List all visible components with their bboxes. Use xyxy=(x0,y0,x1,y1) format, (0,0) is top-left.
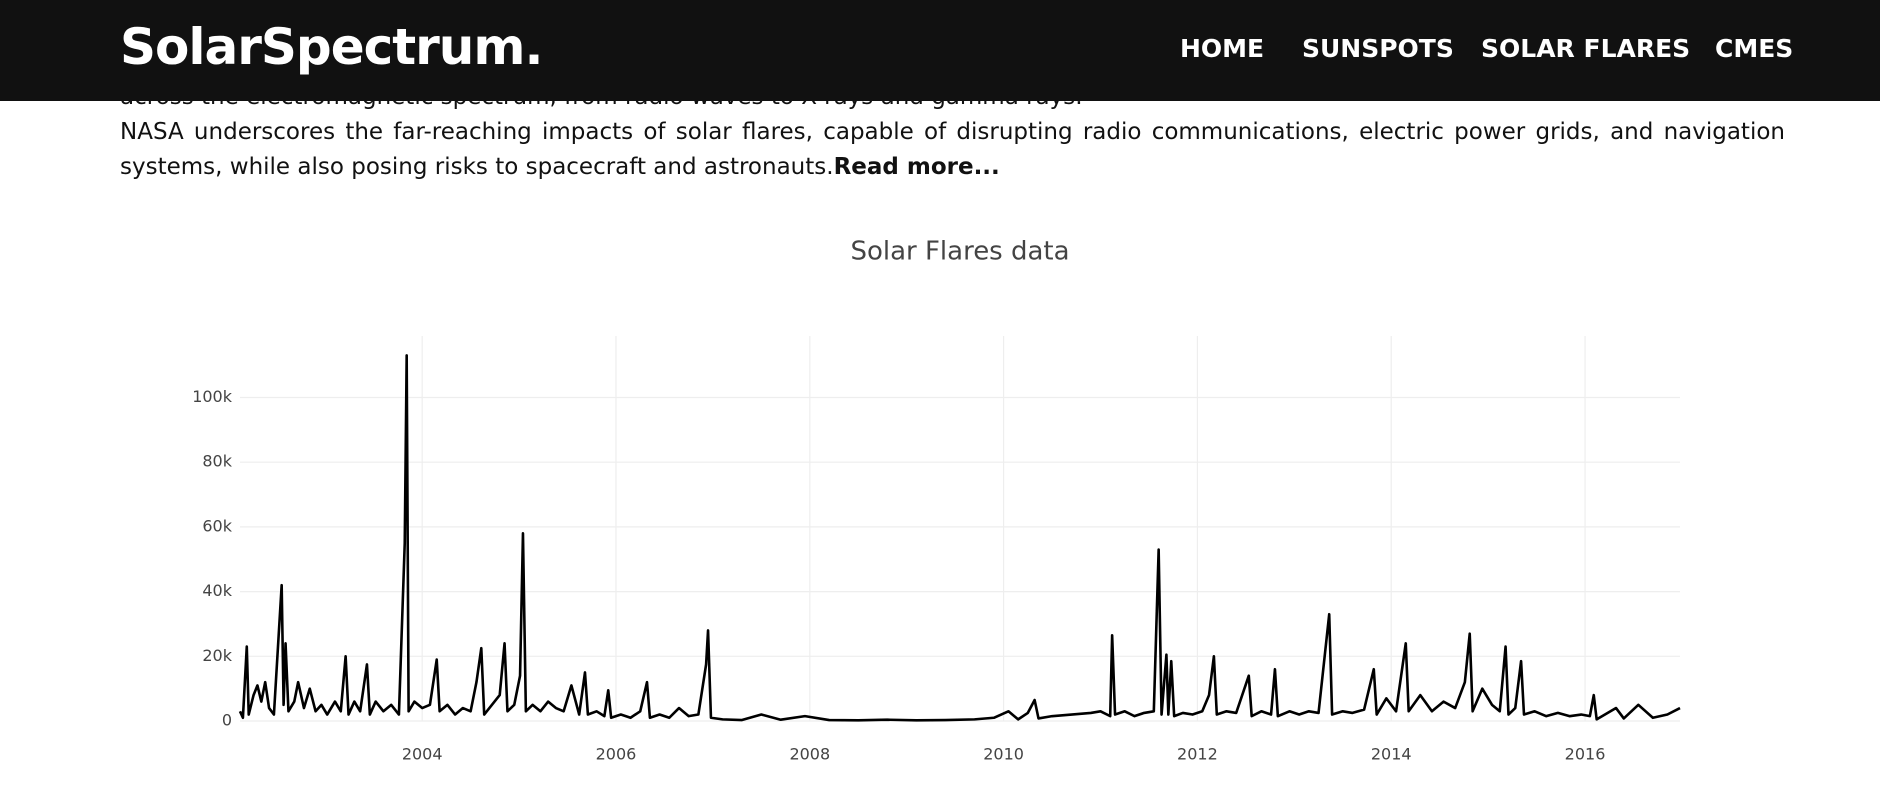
logo[interactable]: SolarSpectrum. xyxy=(120,18,543,76)
paragraph-text: NASA underscores the far-reaching impact… xyxy=(120,119,1785,180)
x-tick-label: 2012 xyxy=(1177,745,1218,764)
y-tick-label: 60k xyxy=(202,516,232,535)
paragraph: NASA underscores the far-reaching impact… xyxy=(120,115,1785,185)
y-tick-label: 0 xyxy=(222,711,232,730)
chart-title: Solar Flares data xyxy=(850,237,1069,267)
data-line xyxy=(238,354,1681,722)
x-tick-label: 2004 xyxy=(402,745,443,764)
x-tick-label: 2008 xyxy=(789,745,830,764)
y-tick-label: 100k xyxy=(192,387,233,406)
nav-link[interactable]: HOME xyxy=(1180,34,1265,63)
y-tick-label: 80k xyxy=(202,452,232,471)
x-tick-label: 2014 xyxy=(1371,745,1412,764)
header: SolarSpectrum. HOME SUNSPOTS SOLAR FLARE… xyxy=(0,0,1880,101)
x-tick-label: 2006 xyxy=(596,745,637,764)
x-tick-label: 2016 xyxy=(1565,745,1606,764)
read-more-link[interactable]: Read more... xyxy=(833,154,1000,180)
x-tick-label: 2010 xyxy=(983,745,1024,764)
y-tick-label: 20k xyxy=(202,646,232,665)
y-tick-label: 40k xyxy=(202,581,232,600)
nav-link[interactable]: SOLAR FLARES xyxy=(1481,34,1691,63)
nav-link[interactable]: CMES xyxy=(1715,34,1794,63)
nav-link[interactable]: SUNSPOTS xyxy=(1302,34,1454,63)
